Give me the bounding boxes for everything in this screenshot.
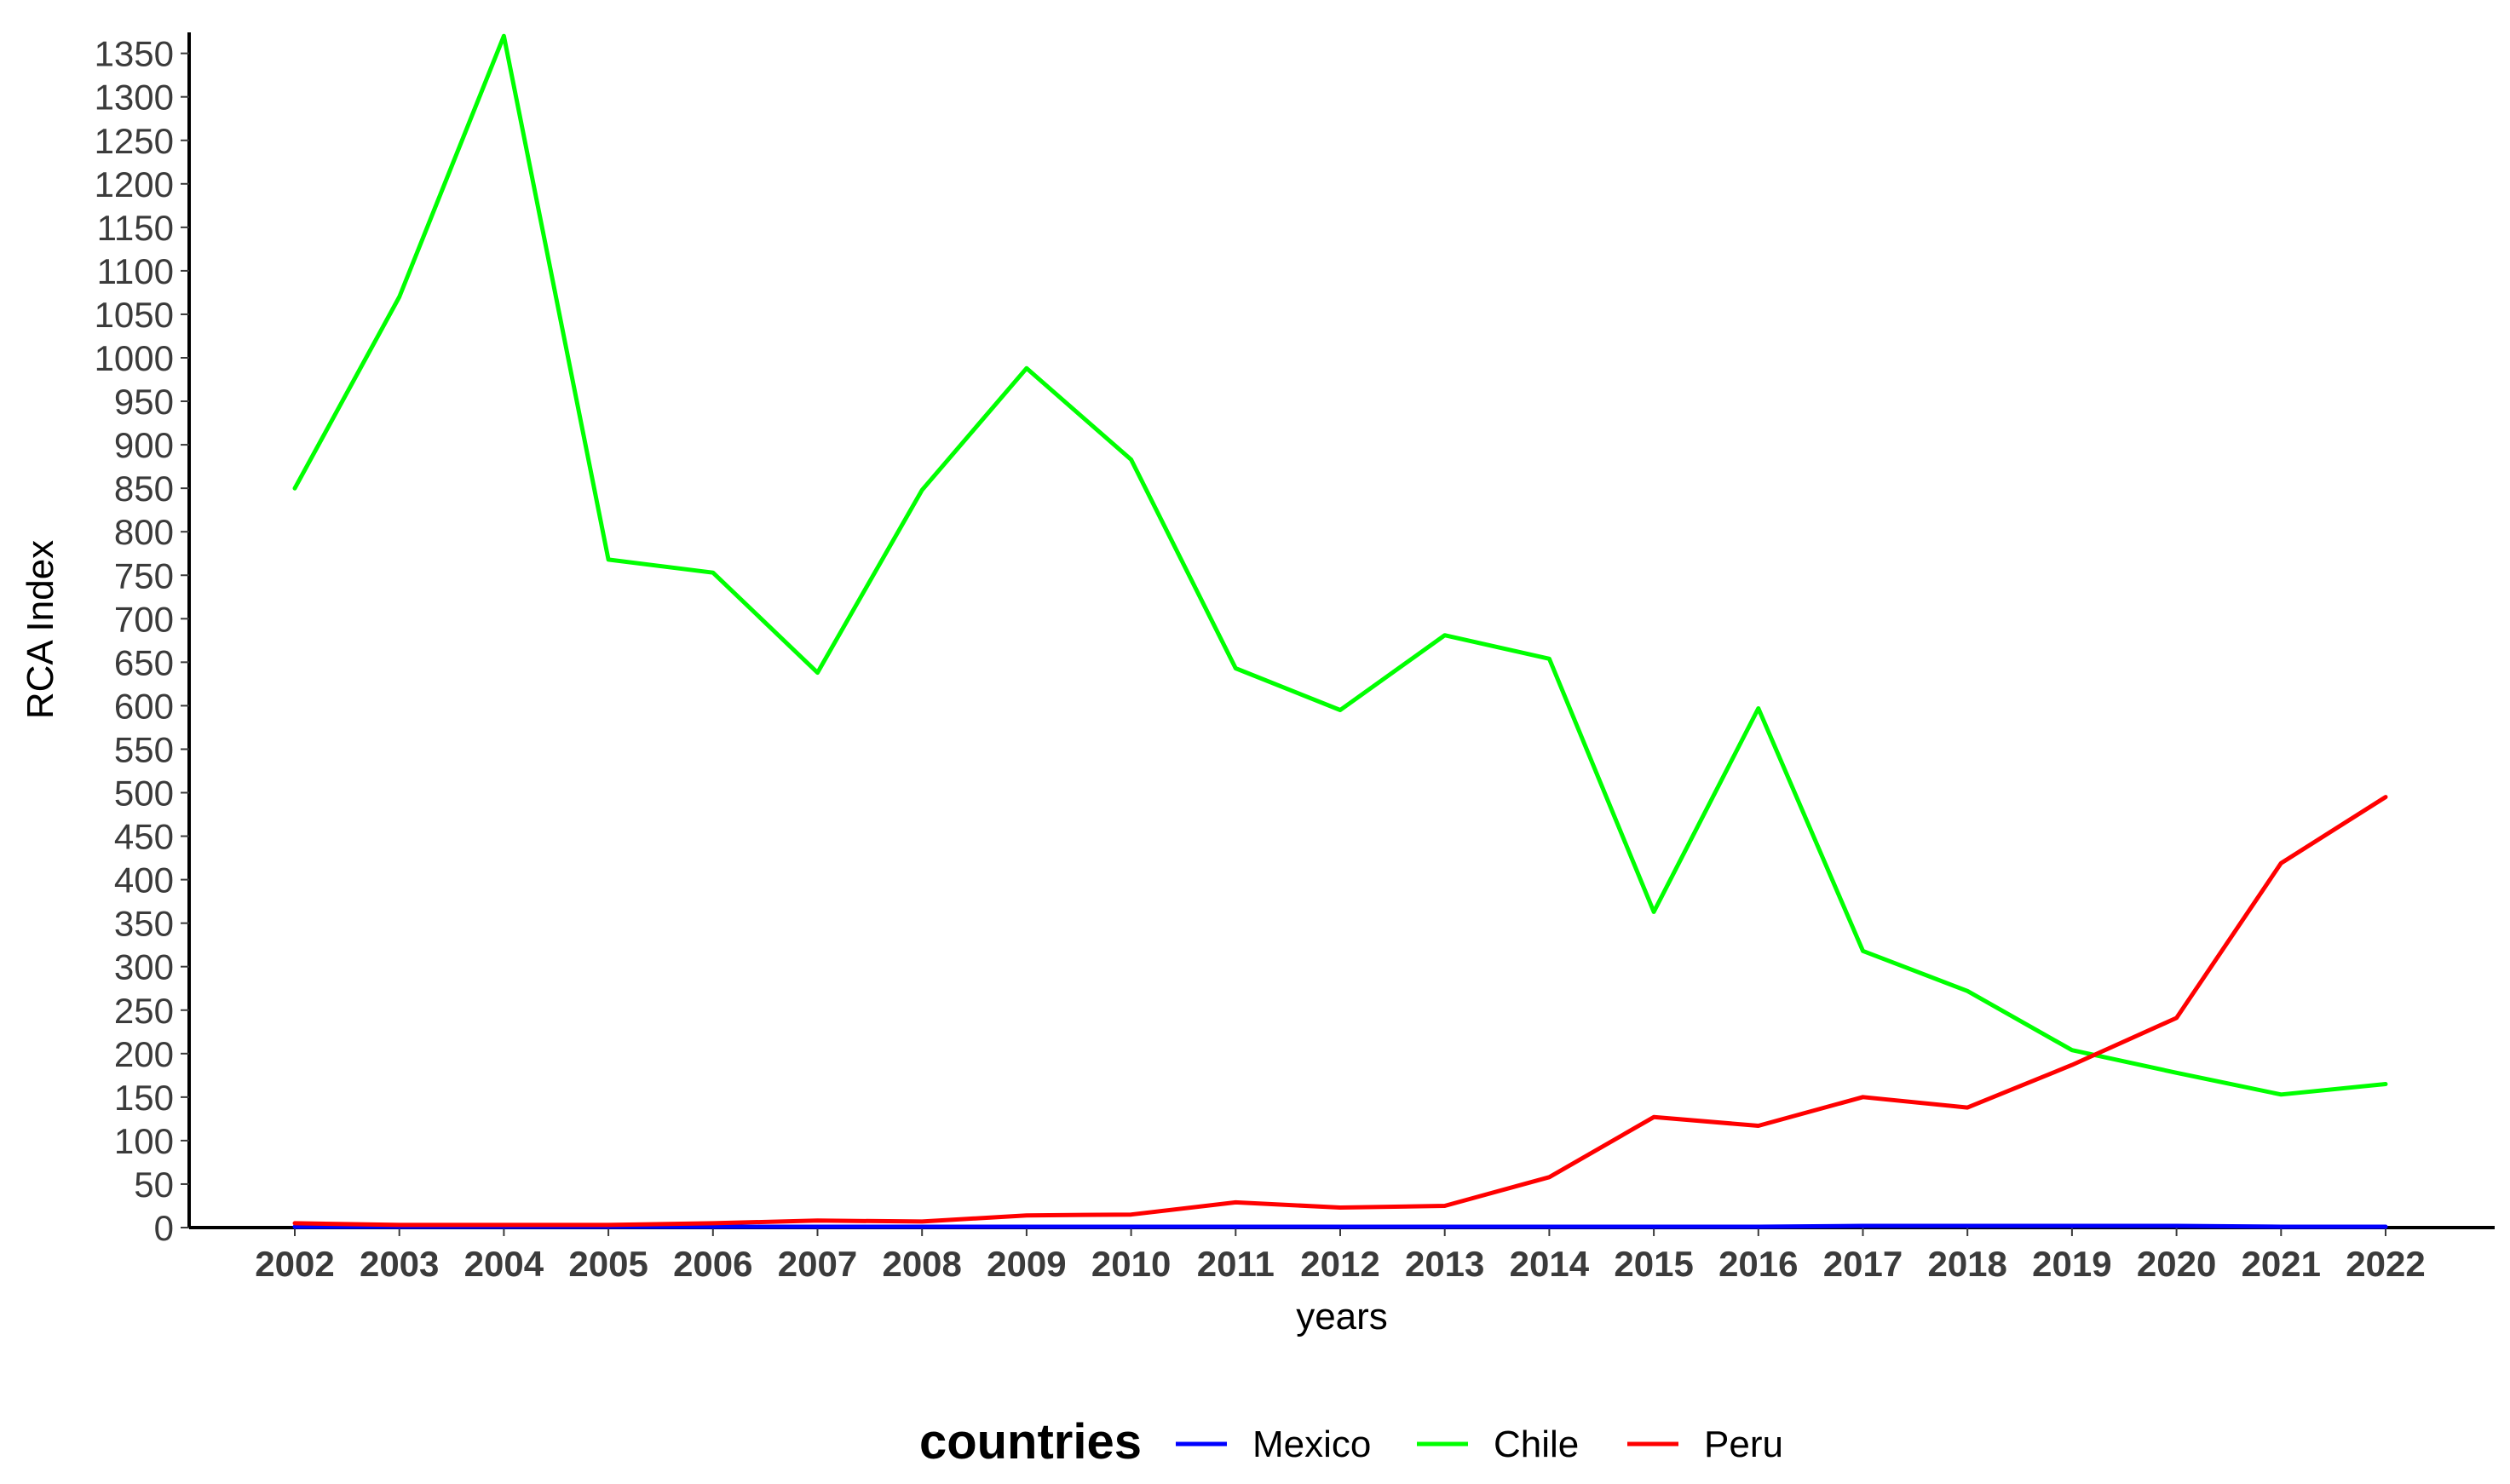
y-tick-label: 1300 [95,78,174,118]
x-tick-label: 2016 [1718,1244,1798,1284]
y-tick-label: 400 [114,860,174,900]
legend-title: countries [919,1414,1142,1470]
y-tick-label: 850 [114,469,174,509]
x-tick-label: 2012 [1300,1244,1379,1284]
x-tick-label: 2022 [2346,1244,2425,1284]
y-tick-label: 500 [114,774,174,814]
y-tick-label: 1150 [97,208,174,248]
x-ticks: 2002 2003 2004 2005 2006 2007 2008 2009 2010 2011… [255,1228,2426,1284]
legend-label-mexico: Mexico [1252,1424,1371,1465]
y-axis-title: RCA Index [20,540,61,719]
y-tick-label: 1350 [95,34,174,74]
x-tick-label: 2009 [987,1244,1066,1284]
y-tick-label: 750 [114,555,174,595]
x-tick-label: 2017 [1823,1244,1903,1284]
x-tick-label: 2008 [882,1244,961,1284]
x-axis-title: years [1296,1296,1388,1337]
y-tick-label: 250 [114,991,174,1031]
y-tick-label: 650 [114,642,174,682]
y-tick-label: 150 [114,1078,174,1118]
y-tick-label: 350 [114,904,174,944]
y-tick-label: 1200 [95,164,174,204]
x-tick-label: 2020 [2137,1244,2216,1284]
y-tick-label: 0 [154,1208,174,1248]
y-tick-label: 450 [114,817,174,857]
x-tick-label: 2021 [2242,1244,2321,1284]
x-tick-label: 2006 [673,1244,752,1284]
y-ticks: 0501001502002503003504004505005506006507… [95,34,189,1248]
x-tick-label: 2010 [1091,1244,1171,1284]
x-tick-label: 2018 [1927,1244,2006,1284]
y-tick-label: 100 [114,1121,174,1161]
x-tick-label: 2011 [1197,1244,1275,1284]
y-tick-label: 550 [114,729,174,769]
y-tick-label: 900 [114,425,174,465]
y-tick-label: 800 [114,512,174,552]
legend-label-chile: Chile [1494,1424,1579,1465]
y-tick-label: 1050 [95,295,174,335]
y-tick-label: 1100 [97,251,174,291]
y-tick-label: 300 [114,947,174,987]
series-line-mexico [292,1223,2388,1229]
x-tick-label: 2019 [2032,1244,2111,1284]
y-tick-label: 950 [114,382,174,422]
series-line-chile [292,33,2388,1097]
legend: countries Mexico Chile Peru [919,1414,1783,1470]
y-tick-label: 700 [114,599,174,639]
x-tick-label: 2015 [1614,1244,1693,1284]
y-tick-label: 200 [114,1034,174,1074]
x-tick-label: 2013 [1405,1244,1484,1284]
legend-label-peru: Peru [1704,1424,1783,1465]
y-tick-label: 600 [114,686,174,726]
x-tick-label: 2005 [568,1244,648,1284]
series [292,33,2388,1229]
x-tick-label: 2007 [778,1244,857,1284]
x-tick-label: 2004 [464,1244,544,1284]
axes [187,32,2495,1229]
series-line-peru [292,795,2388,1228]
y-tick-label: 1250 [95,121,174,161]
x-tick-label: 2003 [360,1244,439,1284]
x-tick-label: 2014 [1510,1244,1590,1284]
y-tick-label: 50 [134,1165,174,1205]
x-tick-label: 2002 [255,1244,334,1284]
y-tick-label: 1000 [95,338,174,378]
